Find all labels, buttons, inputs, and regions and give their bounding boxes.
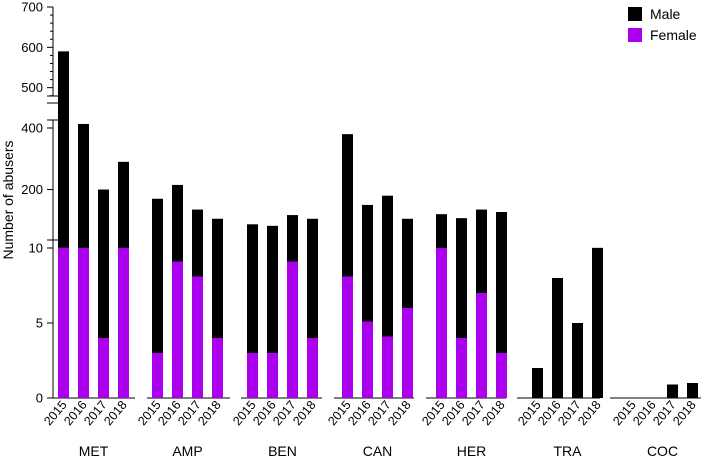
bar-female-her-2016: [456, 338, 467, 398]
bar-male-met-2017: [98, 189, 109, 398]
bar-female-her-2015: [436, 247, 447, 398]
legend-swatch-female: [628, 28, 642, 42]
y-axis-title: Number of abusers: [0, 140, 16, 259]
y-tick-label: 500: [21, 80, 43, 95]
legend-label-female: Female: [650, 27, 697, 43]
bar-female-amp-2016: [172, 261, 183, 398]
y-tick-label: 200: [21, 182, 43, 197]
bar-male-can-2015: [342, 134, 353, 398]
category-label-tra: TRA: [554, 443, 583, 459]
bar-male-her-2016: [456, 218, 467, 398]
bar-male-coc-2017: [667, 384, 678, 398]
bar-female-ben-2017: [287, 261, 298, 398]
bar-female-amp-2018: [212, 338, 223, 398]
bar-female-ben-2015: [247, 353, 258, 398]
year-tick-label: 2018: [479, 398, 508, 428]
bar-male-tra-2017: [572, 323, 583, 398]
bar-male-can-2017: [382, 195, 393, 398]
bar-male-amp-2015: [152, 198, 163, 398]
category-label-coc: COC: [647, 443, 678, 459]
bar-male-ben-2016: [267, 225, 278, 398]
year-tick-label: 2018: [670, 398, 699, 428]
year-tick-label: 2018: [101, 398, 130, 428]
bar-male-tra-2018: [592, 247, 603, 398]
bar-male-coc-2018: [687, 383, 698, 398]
y-tick-label: 400: [21, 121, 43, 136]
year-tick-label: 2018: [195, 398, 224, 428]
category-label-met: MET: [79, 443, 109, 459]
bar-female-met-2016: [78, 247, 89, 398]
y-tick-label: 0: [36, 391, 43, 406]
bar-female-met-2017: [98, 338, 109, 398]
bars: [58, 51, 698, 398]
bar-male-ben-2015: [247, 224, 258, 398]
bar-female-her-2017: [476, 293, 487, 398]
bar-female-her-2018: [496, 353, 507, 398]
bar-female-ben-2016: [267, 353, 278, 398]
legend-label-male: Male: [650, 6, 681, 22]
category-label-ben: BEN: [268, 443, 297, 459]
year-tick-label: 2018: [290, 398, 319, 428]
labels: 2015201620172018MET2015201620172018AMP20…: [41, 398, 699, 459]
bar-female-can-2018: [402, 308, 413, 398]
bar-male-tra-2015: [532, 368, 543, 398]
bar-female-amp-2015: [152, 353, 163, 398]
axes: 0 5 10 200 400 500 600 700 Number of abusers: [0, 0, 701, 406]
y-tick-label: 5: [36, 316, 43, 331]
bar-male-can-2016: [362, 204, 373, 398]
category-label-amp: AMP: [172, 443, 202, 459]
bar-male-tra-2016: [552, 278, 563, 398]
bar-female-can-2016: [362, 321, 373, 398]
bar-female-can-2015: [342, 276, 353, 398]
bar-female-amp-2017: [192, 276, 203, 398]
y-tick-label: 600: [21, 40, 43, 55]
y-tick-label: 10: [29, 241, 43, 256]
bar-male-her-2018: [496, 212, 507, 398]
legend: Male Female: [628, 6, 697, 43]
bar-male-met-2015: [58, 51, 69, 398]
bar-female-ben-2018: [307, 338, 318, 398]
bar-male-ben-2018: [307, 218, 318, 398]
legend-swatch-male: [628, 7, 642, 21]
y-tick-label: 700: [21, 0, 43, 15]
bar-male-amp-2018: [212, 218, 223, 398]
year-tick-label: 2018: [385, 398, 414, 428]
bar-female-met-2018: [118, 247, 129, 398]
bar-female-met-2015: [58, 247, 69, 398]
bar-female-can-2017: [382, 336, 393, 398]
year-tick-label: 2018: [575, 398, 604, 428]
category-label-can: CAN: [363, 443, 393, 459]
category-label-her: HER: [457, 443, 487, 459]
